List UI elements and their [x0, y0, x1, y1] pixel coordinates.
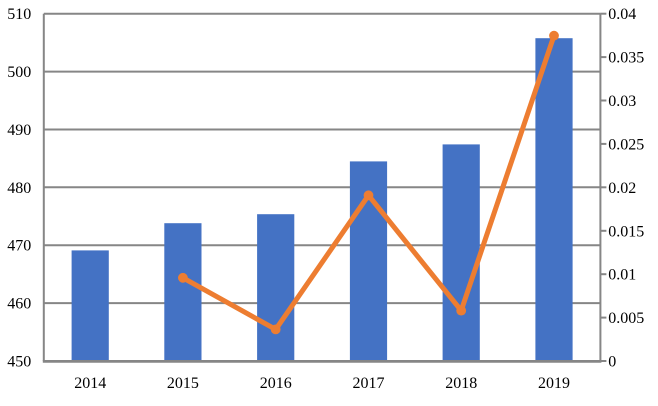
- svg-text:2017: 2017: [353, 375, 385, 392]
- svg-text:2015: 2015: [167, 375, 199, 392]
- svg-text:0.02: 0.02: [608, 180, 636, 197]
- svg-text:460: 460: [7, 296, 31, 313]
- svg-text:0.005: 0.005: [608, 310, 644, 327]
- svg-text:0: 0: [608, 354, 616, 371]
- svg-text:480: 480: [7, 180, 31, 197]
- svg-text:490: 490: [7, 122, 31, 139]
- svg-text:0.035: 0.035: [608, 50, 644, 67]
- svg-text:470: 470: [7, 238, 31, 255]
- svg-text:500: 500: [7, 64, 31, 81]
- svg-text:2016: 2016: [260, 375, 292, 392]
- svg-text:2018: 2018: [445, 375, 477, 392]
- svg-text:0.015: 0.015: [608, 223, 644, 240]
- svg-text:2014: 2014: [74, 375, 106, 392]
- svg-text:0.01: 0.01: [608, 267, 636, 284]
- svg-text:510: 510: [7, 6, 31, 23]
- svg-text:450: 450: [7, 354, 31, 371]
- svg-text:0.04: 0.04: [608, 6, 636, 23]
- svg-text:2019: 2019: [538, 375, 570, 392]
- svg-text:0.025: 0.025: [608, 136, 644, 153]
- svg-text:0.03: 0.03: [608, 93, 636, 110]
